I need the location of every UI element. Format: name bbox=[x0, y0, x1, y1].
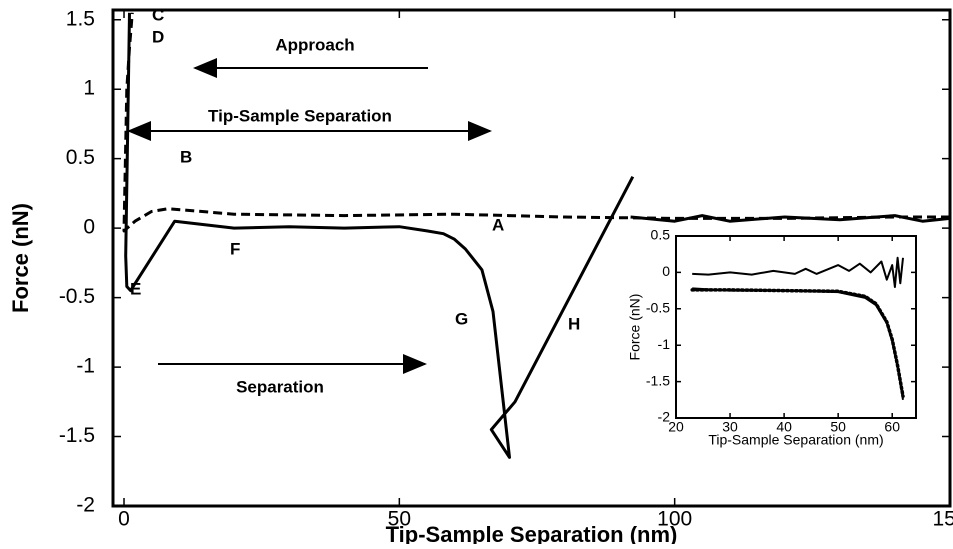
plot-frame bbox=[675, 235, 917, 419]
annotation: H bbox=[568, 314, 580, 333]
y-tick-label: -1 bbox=[658, 336, 671, 352]
y-tick-label: 0 bbox=[83, 216, 95, 239]
annotation: A bbox=[492, 215, 504, 234]
x-tick-label: 150 bbox=[932, 508, 953, 531]
annotation: F bbox=[230, 239, 240, 258]
x-tick-label: 50 bbox=[388, 508, 411, 531]
annotation: Separation bbox=[236, 377, 324, 396]
y-tick-label: 0.5 bbox=[651, 227, 671, 243]
x-axis-title: Tip-Sample Separation (nm) bbox=[386, 522, 678, 544]
y-tick-label: -1.5 bbox=[59, 424, 95, 447]
y-tick-label: 0 bbox=[662, 263, 670, 279]
annotation: D bbox=[152, 27, 164, 46]
y-tick-label: 1 bbox=[83, 77, 95, 100]
annotation: Tip-Sample Separation bbox=[208, 106, 392, 125]
y-tick-label: -1.5 bbox=[646, 372, 670, 388]
y-axis-title: Force (nN) bbox=[627, 294, 643, 361]
y-tick-label: 1.5 bbox=[66, 7, 95, 30]
series-line bbox=[122, 12, 950, 233]
x-tick-label: 100 bbox=[657, 508, 692, 531]
y-axis-title: Force (nN) bbox=[8, 203, 33, 313]
x-tick-label: 60 bbox=[884, 419, 900, 435]
series-line bbox=[692, 256, 904, 288]
annotation: C bbox=[152, 5, 164, 24]
x-tick-label: 30 bbox=[722, 419, 738, 435]
annotation: B bbox=[180, 147, 192, 166]
y-tick-label: -0.5 bbox=[59, 285, 95, 308]
x-tick-label: 40 bbox=[776, 419, 792, 435]
x-tick-label: 0 bbox=[118, 508, 130, 531]
annotation: G bbox=[455, 309, 468, 328]
annotation: E bbox=[130, 279, 141, 298]
annotation: Approach bbox=[275, 35, 354, 54]
y-tick-label: 0.5 bbox=[66, 146, 95, 169]
x-axis-title: Tip-Sample Separation (nm) bbox=[708, 432, 883, 448]
x-tick-label: 20 bbox=[668, 419, 684, 435]
y-tick-label: -2 bbox=[76, 494, 95, 517]
series-line bbox=[690, 288, 905, 398]
y-tick-label: -0.5 bbox=[646, 300, 670, 316]
plot-frame bbox=[111, 8, 952, 508]
x-tick-label: 50 bbox=[830, 419, 846, 435]
y-tick-label: -2 bbox=[658, 409, 671, 425]
y-tick-label: -1 bbox=[76, 355, 95, 378]
